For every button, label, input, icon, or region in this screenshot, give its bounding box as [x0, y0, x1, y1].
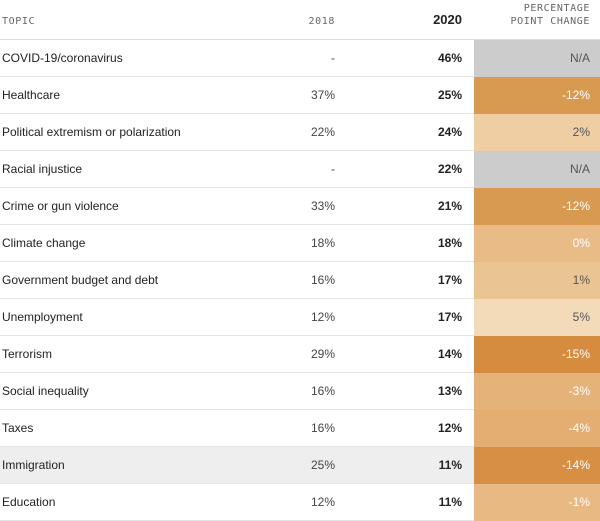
- table-row: Crime or gun violence 33% 21% -12%: [0, 187, 600, 225]
- table-row: Terrorism 29% 14% -15%: [0, 335, 600, 373]
- row-topic: Political extremism or polarization: [2, 125, 181, 139]
- header-change-line2: POINT CHANGE: [510, 16, 590, 27]
- row-2018-value: 29%: [310, 347, 335, 361]
- table-row: Racial injustice - 22% N/A: [0, 150, 600, 188]
- row-2018-value: -: [331, 51, 335, 65]
- row-change-value: -12%: [474, 187, 600, 225]
- row-2018-value: 12%: [310, 495, 335, 509]
- row-topic: Immigration: [2, 458, 65, 472]
- row-change-value: 0%: [474, 224, 600, 262]
- row-2018-value: 18%: [310, 236, 335, 250]
- row-change-value: -14%: [474, 446, 600, 484]
- table-row: Education 12% 11% -1%: [0, 483, 600, 521]
- row-topic: Racial injustice: [2, 162, 83, 176]
- row-2020-value: 17%: [437, 310, 462, 324]
- row-change-value: N/A: [474, 150, 600, 188]
- row-2020-value: 21%: [437, 199, 462, 213]
- row-change-value: -12%: [474, 76, 600, 114]
- table-row: Unemployment 12% 17% 5%: [0, 298, 600, 336]
- table-row: COVID-19/coronavirus - 46% N/A: [0, 39, 600, 77]
- header-topic: TOPIC: [2, 16, 36, 27]
- table-row: Government budget and debt 16% 17% 1%: [0, 261, 600, 299]
- row-change-value: 2%: [474, 113, 600, 151]
- row-change-value: N/A: [474, 39, 600, 77]
- row-change-value: -3%: [474, 372, 600, 410]
- table-row: Political extremism or polarization 22% 24…: [0, 113, 600, 151]
- row-2018-value: 37%: [310, 88, 335, 102]
- row-2020-value: 11%: [438, 495, 462, 509]
- row-topic: Crime or gun violence: [2, 199, 119, 213]
- table-row: Immigration 25% 11% -14%: [0, 446, 600, 484]
- row-2020-value: 11%: [438, 458, 462, 472]
- row-change-value: 1%: [474, 261, 600, 299]
- row-topic: Terrorism: [2, 347, 52, 361]
- row-2018-value: 16%: [310, 421, 335, 435]
- row-2018-value: 25%: [310, 458, 335, 472]
- row-2020-value: 18%: [437, 236, 462, 250]
- row-2020-value: 12%: [437, 421, 462, 435]
- row-2018-value: 16%: [310, 273, 335, 287]
- row-2020-value: 24%: [437, 125, 462, 139]
- header-2020: 2020: [433, 12, 462, 27]
- table-row: Climate change 18% 18% 0%: [0, 224, 600, 262]
- row-topic: Unemployment: [2, 310, 83, 324]
- row-2020-value: 46%: [437, 51, 462, 65]
- row-change-value: -15%: [474, 335, 600, 373]
- row-2018-value: 22%: [310, 125, 335, 139]
- row-2018-value: -: [331, 162, 335, 176]
- row-topic: Education: [2, 495, 56, 509]
- header-change-line1: PERCENTAGE: [523, 3, 590, 14]
- row-topic: COVID-19/coronavirus: [2, 51, 123, 65]
- row-change-value: -1%: [474, 483, 600, 521]
- row-change-value: 5%: [474, 298, 600, 336]
- row-2018-value: 16%: [310, 384, 335, 398]
- header-2018: 2018: [308, 16, 335, 27]
- row-2018-value: 33%: [310, 199, 335, 213]
- row-2018-value: 12%: [310, 310, 335, 324]
- row-2020-value: 17%: [437, 273, 462, 287]
- row-change-value: -4%: [474, 409, 600, 447]
- row-2020-value: 14%: [437, 347, 462, 361]
- row-2020-value: 22%: [437, 162, 462, 176]
- table-row: Taxes 16% 12% -4%: [0, 409, 600, 447]
- row-topic: Climate change: [2, 236, 86, 250]
- header-change: PERCENTAGE POINT CHANGE: [474, 2, 600, 39]
- table-row: Healthcare 37% 25% -12%: [0, 76, 600, 114]
- row-2020-value: 13%: [437, 384, 462, 398]
- table-body: COVID-19/coronavirus - 46% N/A Healthcare 37%…: [0, 39, 600, 521]
- table-header: TOPIC 2018 2020 PERCENTAGE POINT CHANGE: [0, 0, 600, 40]
- row-topic: Government budget and debt: [2, 273, 159, 287]
- row-topic: Taxes: [2, 421, 34, 435]
- row-topic: Social inequality: [2, 384, 89, 398]
- table-row: Social inequality 16% 13% -3%: [0, 372, 600, 410]
- row-topic: Healthcare: [2, 88, 61, 102]
- row-2020-value: 25%: [437, 88, 462, 102]
